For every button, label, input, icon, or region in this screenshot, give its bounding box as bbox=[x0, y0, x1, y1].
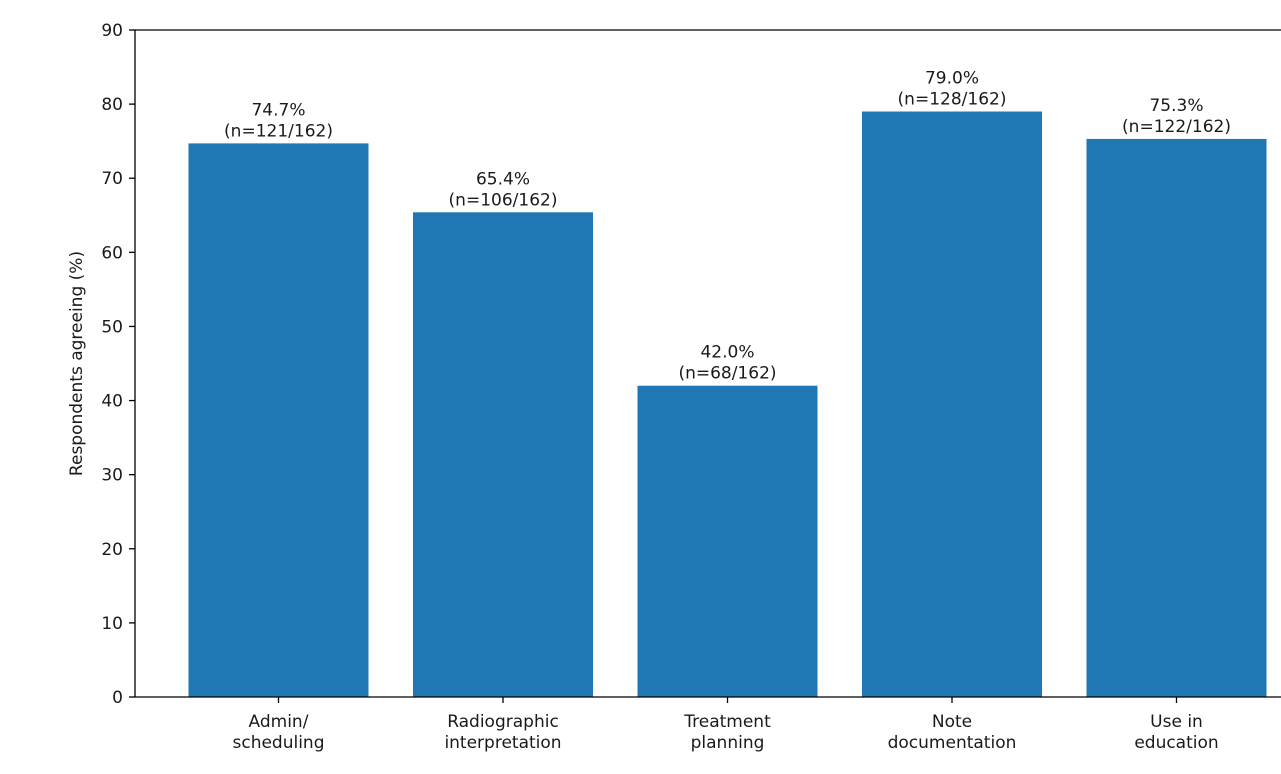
y-axis-title: Respondents agreeing (%) bbox=[67, 251, 87, 476]
y-tick-label: 40 bbox=[101, 392, 123, 412]
y-axis: 0 10 20 30 40 50 60 70 80 90 bbox=[101, 21, 1281, 708]
x-tick-label: Radiographic interpretation bbox=[444, 712, 561, 753]
bars-group bbox=[188, 111, 1267, 698]
x-tick-label: Note documentation bbox=[888, 712, 1017, 753]
bar-data-label: 65.4% (n=106/162) bbox=[449, 169, 558, 210]
bar bbox=[862, 111, 1042, 698]
x-tick-label: Use in education bbox=[1134, 712, 1218, 753]
y-tick-label: 0 bbox=[112, 688, 123, 708]
bar bbox=[413, 212, 593, 697]
x-tick-label: Treatment planning bbox=[683, 712, 771, 753]
bar-data-label: 42.0% (n=68/162) bbox=[678, 343, 776, 384]
y-tick-label: 30 bbox=[101, 466, 123, 486]
x-axis: Admin/scheduling Radiographic interpretati… bbox=[135, 696, 1281, 753]
bar-data-label: 75.3% (n=122/162) bbox=[1122, 96, 1231, 137]
data-labels-group: 74.7% (n=121/162) 65.4% (n=106/162) 42.0% (n=… bbox=[224, 69, 1231, 384]
y-tick-label: 50 bbox=[101, 317, 123, 337]
bar-data-label: 79.0% (n=128/162) bbox=[898, 69, 1007, 110]
bar bbox=[1086, 138, 1267, 697]
y-tick-label: 10 bbox=[101, 614, 123, 634]
bar-data-label: 74.7% (n=121/162) bbox=[224, 100, 333, 141]
y-tick-label: 90 bbox=[101, 21, 123, 41]
bar bbox=[637, 385, 818, 697]
x-tick-label: Admin/scheduling bbox=[232, 712, 324, 753]
y-tick-label: 70 bbox=[101, 169, 123, 189]
y-tick-label: 80 bbox=[101, 95, 123, 115]
bar bbox=[188, 143, 369, 697]
y-tick-label: 20 bbox=[101, 540, 123, 560]
y-tick-label: 60 bbox=[101, 243, 123, 263]
